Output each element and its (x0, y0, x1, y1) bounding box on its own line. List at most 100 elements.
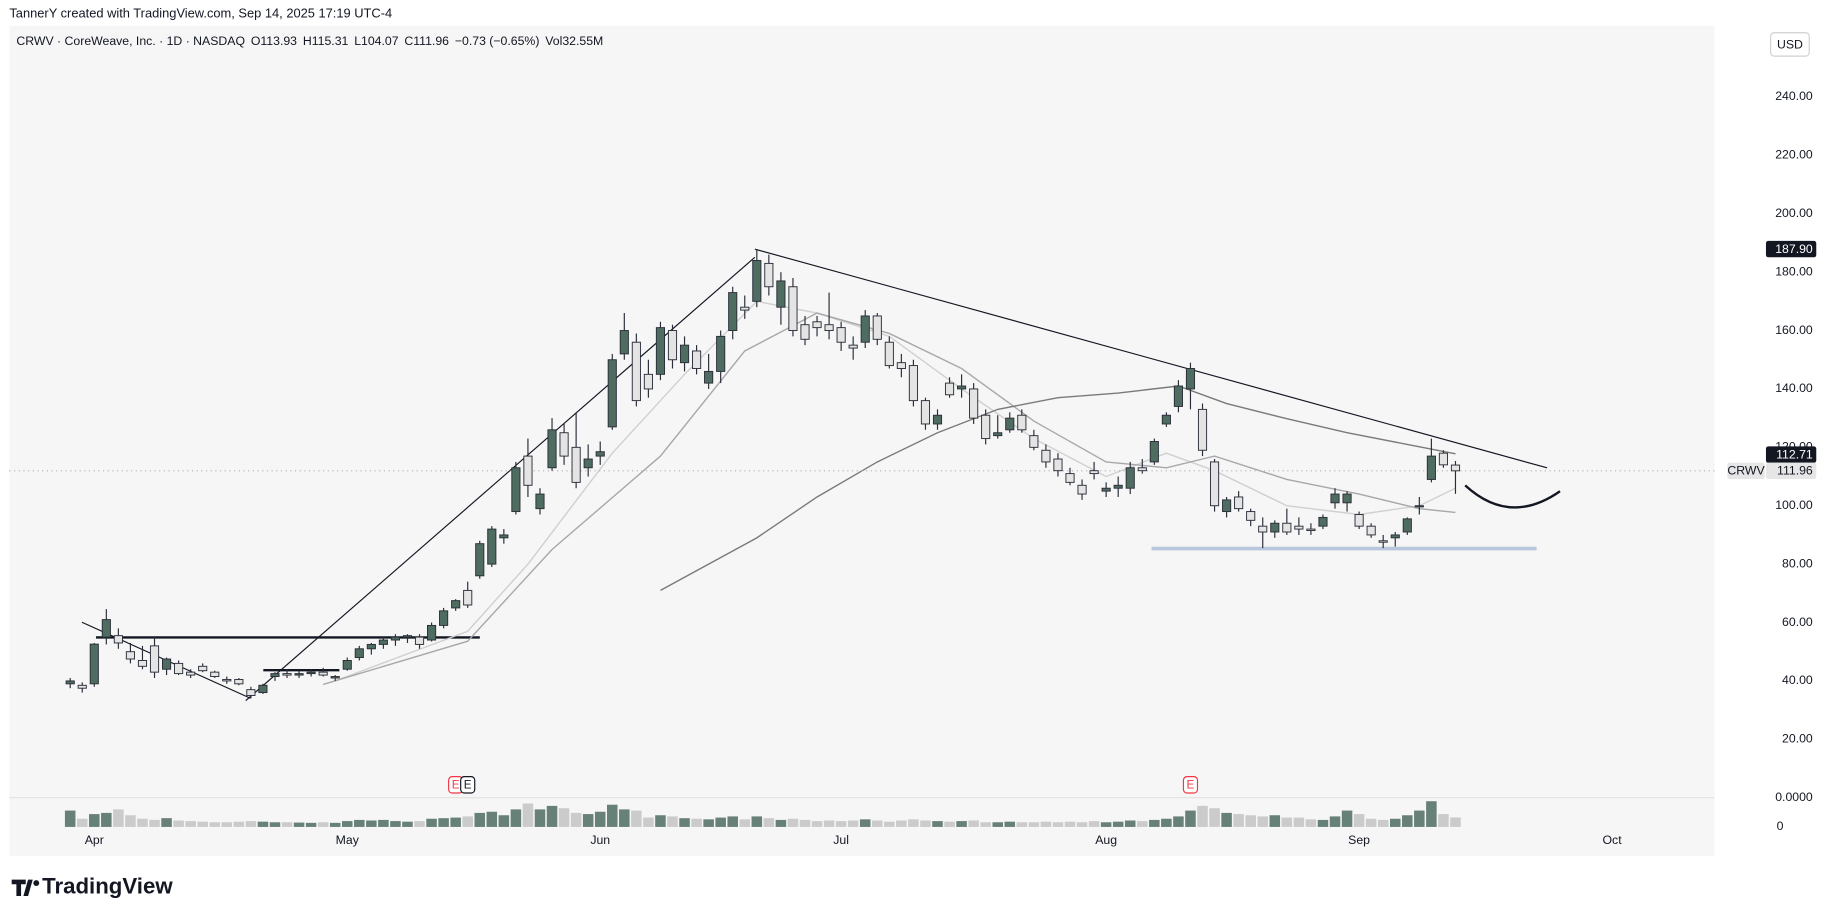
volume-bar (655, 815, 666, 827)
volume-bar (1245, 815, 1256, 827)
volume-bar (908, 819, 919, 827)
earnings-marker[interactable] (1182, 776, 1199, 794)
candle-body (511, 467, 521, 513)
candle-body (1378, 540, 1388, 543)
candle-body (752, 260, 762, 302)
volume-bar (847, 820, 859, 827)
last-price-name-box (1727, 462, 1765, 479)
candle-body (439, 610, 449, 626)
candle-body (330, 676, 340, 679)
candle-body (294, 673, 304, 676)
candle-body (1270, 522, 1280, 533)
volume-bar (209, 822, 221, 827)
candle-body (1450, 464, 1461, 472)
price-label-box (1765, 240, 1817, 258)
volume-bar (1040, 821, 1052, 827)
candle-body (824, 324, 834, 332)
candle-body (776, 280, 786, 308)
volume-bar (257, 821, 269, 827)
y-tick-label: 240.00 (1775, 89, 1813, 103)
volume-bar (631, 810, 642, 827)
volume-bar (751, 816, 763, 827)
candle-body (920, 400, 931, 425)
volume-bar (498, 815, 510, 827)
candle-body (836, 327, 846, 343)
volume-bar (570, 812, 582, 827)
candle-body (571, 446, 581, 483)
candle-body (872, 315, 882, 340)
volume-bar (76, 818, 88, 827)
candle-body (246, 689, 256, 696)
candle-body (607, 359, 617, 428)
volume-bar (823, 820, 835, 827)
volume-bar (281, 822, 293, 827)
candle-body (402, 635, 413, 638)
arc (1464, 484, 1561, 509)
y-tick-label: 0.0000 (1775, 790, 1813, 804)
y-tick-label: 40.00 (1782, 673, 1813, 687)
volume-bar (956, 821, 967, 827)
legend-high: H115.31 (303, 34, 349, 48)
candle-body (1258, 525, 1268, 533)
volume-bar (896, 820, 907, 827)
candle-body (523, 455, 533, 486)
candle-body (222, 678, 232, 682)
candle-body (161, 658, 172, 670)
volume-bar (161, 818, 172, 827)
candle-body (993, 432, 1003, 437)
volume-bar (968, 820, 979, 827)
candle-body (77, 684, 87, 689)
candle-body (390, 636, 400, 641)
candle-body (800, 324, 810, 340)
volume-bar (775, 819, 787, 827)
candle-body (692, 350, 702, 369)
volume-bar (1305, 819, 1317, 827)
volume-bar (329, 822, 341, 827)
candle-body (1426, 455, 1436, 480)
candle-body (198, 665, 208, 672)
y-tick-label: 180.00 (1775, 264, 1813, 278)
volume-bar (980, 822, 991, 827)
volume-bar (1064, 821, 1076, 827)
candle-body (354, 648, 364, 659)
candle-body (1029, 435, 1039, 448)
volume-bar (197, 821, 208, 827)
candle-body (1173, 385, 1183, 407)
volume-bar (703, 819, 714, 827)
candle-body (1318, 516, 1328, 527)
candle-body (414, 636, 425, 645)
volume-bar (1161, 818, 1172, 827)
volume-bar (293, 822, 305, 827)
volume-bar (450, 817, 461, 827)
currency-box[interactable] (1770, 32, 1810, 57)
volume-bar (1377, 819, 1389, 827)
earnings-marker[interactable] (460, 776, 476, 794)
volume-bar (390, 821, 401, 827)
candle-body (234, 678, 244, 685)
candle-body (1294, 525, 1304, 530)
candle-body (125, 651, 135, 660)
legend-open: O113.93 (251, 34, 297, 48)
candle-body (186, 671, 196, 676)
volume-bar (643, 817, 654, 827)
volume-bar (1149, 819, 1160, 827)
volume-bar (1137, 821, 1148, 827)
candle-body (475, 543, 485, 577)
candle-body (1414, 505, 1424, 508)
x-tick-label: Aug (1095, 833, 1117, 847)
legend-low: L104.07 (354, 34, 399, 48)
candle-body (595, 451, 605, 457)
volume-bar (378, 819, 389, 827)
volume-bar (149, 819, 160, 827)
volume-bar (474, 812, 486, 827)
volume-bar (1100, 822, 1112, 827)
y-tick-label: 80.00 (1782, 556, 1813, 570)
candle-body (258, 684, 268, 694)
y-tick-label: 100.00 (1775, 498, 1813, 512)
volume-bar (1389, 818, 1401, 827)
volume-tick-label: 0 (1777, 819, 1784, 833)
candle-body (643, 373, 653, 390)
candle-body (764, 262, 774, 288)
candle-body (1390, 534, 1400, 539)
x-tick-label: Jul (833, 833, 849, 847)
